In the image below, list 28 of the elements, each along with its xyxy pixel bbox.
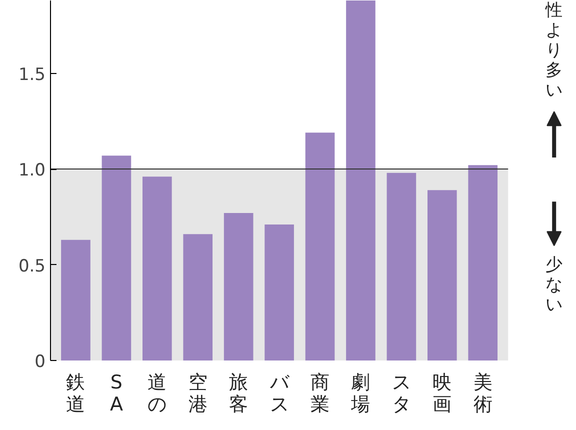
x-tick-label: 旅客 bbox=[229, 372, 248, 416]
x-tick-label: バス bbox=[268, 372, 290, 416]
y-tick-label: 1.0 bbox=[18, 160, 46, 181]
x-tick-label: 鉄道 bbox=[66, 372, 86, 416]
x-tick-label: 商業 bbox=[310, 372, 330, 416]
bar bbox=[386, 172, 416, 360]
text: 性より多い bbox=[544, 0, 563, 100]
x-tick-label: 道の bbox=[148, 372, 167, 416]
y-tick-label: 0 bbox=[34, 352, 46, 372]
bar bbox=[305, 132, 335, 360]
x-tick-label: 劇場 bbox=[350, 372, 370, 416]
y-tick-label: 1.5 bbox=[18, 64, 46, 85]
bar bbox=[346, 0, 376, 360]
x-tick-label: 空港 bbox=[188, 372, 208, 416]
bar bbox=[183, 234, 213, 360]
x-tick-label: SA bbox=[110, 372, 123, 416]
bar bbox=[468, 165, 498, 360]
bar bbox=[102, 156, 132, 360]
x-tick-label: 映画 bbox=[432, 372, 452, 416]
bar bbox=[224, 213, 254, 360]
x-tick-label: 美術 bbox=[473, 372, 492, 416]
y-tick-label: 0.5 bbox=[18, 256, 46, 276]
text: 少ない bbox=[546, 255, 563, 316]
bar bbox=[264, 224, 294, 360]
bar bbox=[61, 240, 90, 360]
bar bbox=[427, 190, 457, 360]
x-tick-label: スタ bbox=[392, 372, 411, 416]
bar bbox=[142, 176, 172, 360]
